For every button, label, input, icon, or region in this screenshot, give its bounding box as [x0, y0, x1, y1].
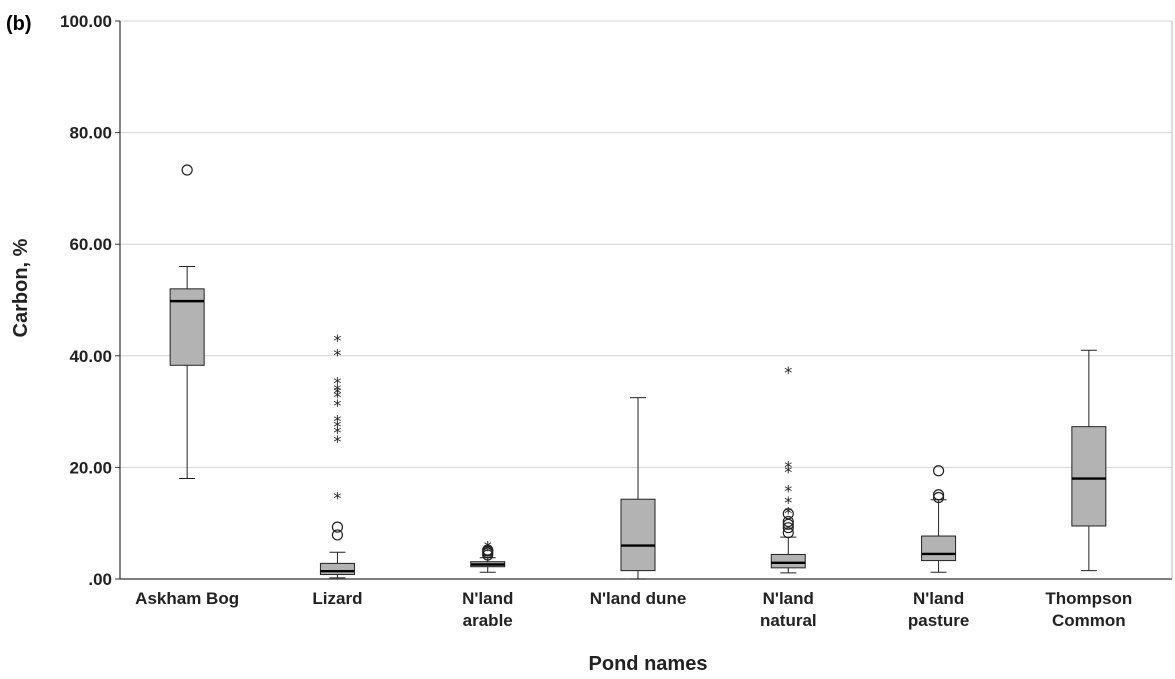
axes [115, 20, 1173, 580]
x-category-label-line: natural [760, 611, 817, 630]
x-category-label-line: Thompson [1045, 589, 1132, 608]
x-category-label: N'land pasture [908, 589, 969, 630]
extreme-point: * [484, 538, 492, 557]
extreme-point: * [333, 331, 341, 350]
outlier-point [932, 465, 945, 477]
extreme-point: * [333, 346, 341, 365]
extreme-point: * [784, 503, 792, 522]
x-category-label: Thompson Common [1045, 589, 1132, 630]
y-tick-label: 100.00 [60, 12, 112, 31]
extreme-point: * [784, 463, 792, 482]
y-axis-title: Carbon, % [10, 238, 32, 337]
outlier-point [932, 491, 945, 504]
x-category-label: N'land arable [462, 589, 513, 630]
outlier-point [331, 529, 344, 541]
box-iqr [319, 562, 355, 576]
box-group [620, 397, 656, 580]
extreme-point: * [333, 396, 341, 415]
extreme-point: * [333, 423, 341, 442]
extreme-point: * [784, 482, 792, 501]
x-category-labels: Askham Bog Lizard N'land arable N'land dune N… [135, 589, 1132, 630]
box-group [169, 164, 205, 480]
y-tick-label: 20.00 [69, 458, 112, 477]
extreme-point: * [333, 381, 341, 400]
outlier-point [181, 164, 193, 176]
outlier-point [782, 522, 794, 534]
box-iqr [921, 535, 957, 562]
y-tick-labels: .00 20.00 40.00 60.00 80.00 100.00 [60, 12, 112, 589]
extreme-point: * [784, 458, 792, 477]
y-tick-label: 40.00 [69, 347, 112, 366]
box-iqr [620, 498, 656, 572]
x-category-label: Askham Bog [135, 589, 239, 608]
box-group: ************ [319, 331, 355, 579]
outlier-point [782, 508, 794, 520]
x-category-label: Lizard [312, 589, 362, 608]
y-tick-label: .00 [88, 570, 112, 589]
extreme-point: * [784, 363, 792, 382]
extreme-point: * [484, 540, 492, 559]
outlier-point [482, 544, 494, 556]
extreme-point: * [333, 384, 341, 403]
box-group: ****** [770, 363, 806, 574]
x-category-label-line: Lizard [312, 589, 362, 608]
outlier-point [782, 515, 794, 528]
box-iqr [770, 553, 806, 569]
x-category-label-line: Common [1052, 611, 1126, 630]
x-category-label-line: N'land [462, 589, 513, 608]
extreme-point: * [333, 432, 341, 451]
box-group: ** [470, 538, 506, 573]
panel-label: (b) [6, 13, 32, 35]
box-group [921, 465, 957, 573]
x-category-label-line: N'land dune [590, 589, 687, 608]
x-axis-title: Pond names [589, 653, 708, 675]
extreme-point: * [333, 387, 341, 406]
outlier-point [331, 521, 344, 533]
x-category-label-line: pasture [908, 611, 969, 630]
grid-lines [120, 20, 1172, 468]
x-category-label: N'land natural [760, 589, 817, 630]
boxes: ******************** [169, 164, 1107, 580]
extreme-point: * [333, 373, 341, 392]
outlier-point [782, 518, 794, 530]
extreme-point: * [333, 488, 341, 507]
box-iqr [1071, 426, 1107, 527]
y-tick-label: 80.00 [69, 124, 112, 143]
outlier-point [782, 527, 794, 539]
x-category-label-line: N'land [763, 589, 814, 608]
extreme-point: * [333, 411, 341, 430]
x-category-label: N'land dune [590, 589, 687, 608]
box-group [1071, 349, 1107, 572]
x-category-label-line: Askham Bog [135, 589, 239, 608]
extreme-point: * [784, 493, 792, 512]
x-category-label-line: N'land [913, 589, 964, 608]
outlier-point [932, 489, 945, 501]
x-category-label-line: arable [463, 611, 513, 630]
extreme-point: * [333, 417, 341, 436]
y-tick-label: 60.00 [69, 235, 112, 254]
